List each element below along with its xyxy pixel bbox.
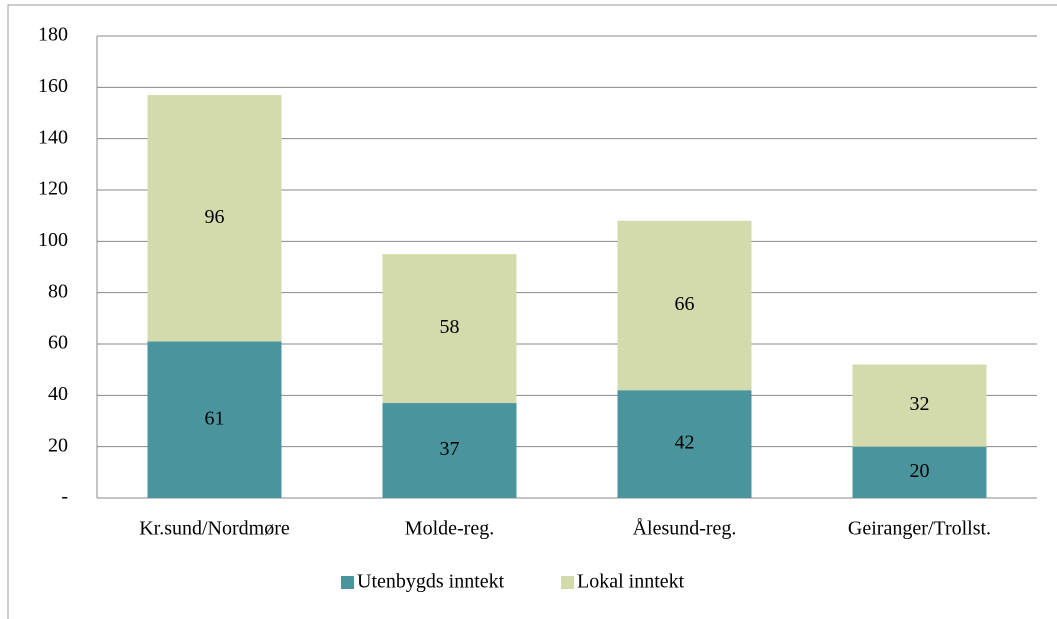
data-label: 32 [910,393,930,415]
y-tick-label: 80 [48,280,68,302]
data-label: 20 [910,460,930,482]
legend-swatch [341,576,354,589]
bar-segment [852,364,987,447]
bar-segment [617,390,752,498]
bar-segment [382,254,517,404]
y-tick-label: 140 [38,126,68,148]
y-tick-label: - [61,486,68,508]
bar-segment [147,95,282,342]
data-label: 96 [205,206,225,228]
y-tick-label: 40 [48,383,68,405]
x-tick-label: Ålesund-reg. [633,518,737,540]
data-label: 37 [440,438,460,460]
bar-segment [617,220,752,391]
data-label: 42 [675,432,695,454]
bar-segment [382,403,517,498]
bar-segment [147,341,282,498]
x-tick-label: Kr.sund/Nordmøre [139,518,290,540]
legend-label: Lokal inntekt [577,571,685,593]
legend-swatch [561,576,574,589]
y-tick-label: 160 [38,75,68,97]
x-tick-label: Geiranger/Trollst. [848,518,991,540]
legend-label: Utenbygds inntekt [357,571,505,593]
data-label: 58 [440,316,460,338]
y-tick-label: 100 [38,229,68,251]
x-tick-label: Molde-reg. [405,518,494,540]
y-tick-label: 180 [38,24,68,46]
bar-segment [852,446,987,498]
y-tick-label: 60 [48,332,68,354]
data-label: 66 [675,293,695,315]
frame [7,4,1057,619]
y-tick-label: 120 [38,178,68,200]
data-label: 61 [205,407,225,429]
y-tick-label: 20 [48,434,68,456]
